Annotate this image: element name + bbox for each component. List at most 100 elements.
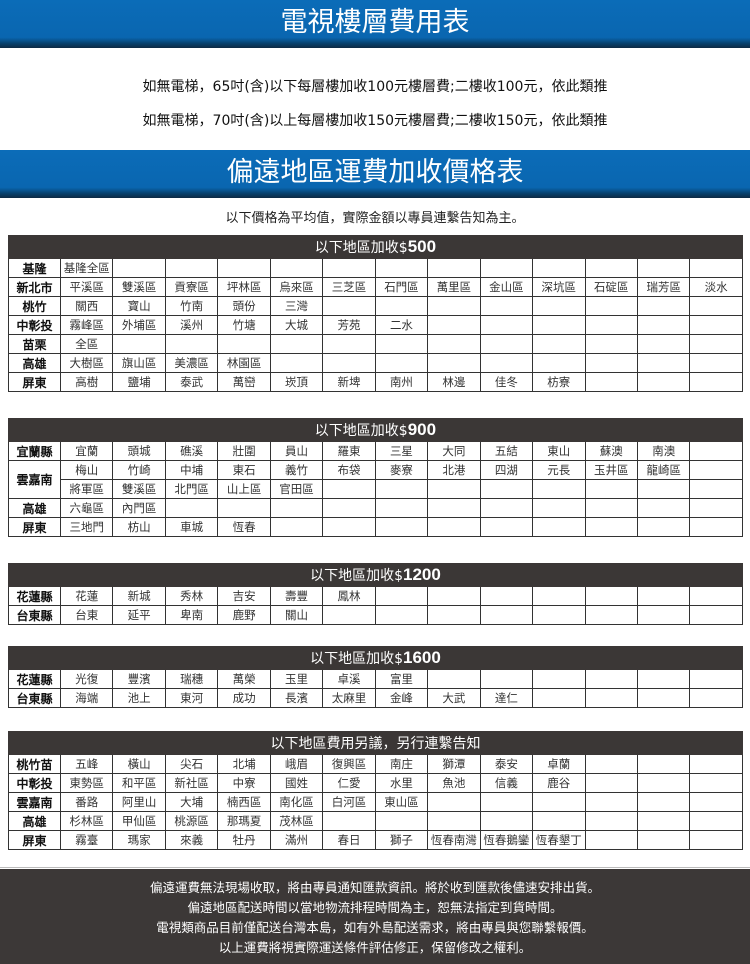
header-label: 以下地區加收$	[310, 568, 404, 584]
district-cell: 杉林區	[59, 811, 114, 831]
district-cell: 布袋	[322, 460, 376, 480]
district-cell: 大城	[269, 315, 324, 335]
region-label: 台東縣	[8, 688, 61, 708]
district-cell	[584, 353, 638, 373]
district-cell: 瑞芳區	[636, 277, 691, 297]
district-cell	[636, 669, 691, 689]
district-cell: 鹽埔	[112, 372, 166, 392]
district-cell: 茂林區	[269, 811, 324, 831]
district-cell	[584, 315, 638, 335]
district-cell	[164, 334, 219, 354]
district-cell	[374, 605, 429, 625]
district-cell: 北埔	[217, 754, 271, 774]
table-row: 中彰投 東勢區 和平區 新社區 中寮 國姓 仁愛 水里 魚池 信義 鹿谷	[8, 773, 744, 793]
district-cell: 寶山	[112, 296, 166, 316]
table-row: 台東縣 海端 池上 東河 成功 長濱 太麻里 金峰 大武 達仁	[8, 688, 743, 708]
district-cell	[584, 334, 638, 354]
district-cell: 新城	[112, 586, 166, 606]
district-cell: 長濱	[269, 688, 324, 708]
district-cell	[322, 517, 376, 537]
district-cell	[479, 811, 534, 831]
district-cell: 枋山	[112, 517, 166, 537]
district-cell: 四湖	[479, 460, 534, 480]
district-cell	[636, 334, 691, 354]
district-cell	[636, 258, 691, 278]
district-cell	[636, 605, 691, 625]
district-cell	[479, 479, 534, 499]
district-cell	[164, 258, 219, 278]
district-cell: 關山	[269, 605, 324, 625]
district-cell	[322, 479, 376, 499]
surcharge-900-table: 以下地區加收$900 宜蘭縣 宜蘭 頭城 礁溪 壯圍 員山 羅東 三星 大同 五結 東山 蘇澳 南澳 雲嘉南…	[8, 418, 743, 537]
district-cell: 美濃區	[164, 353, 219, 373]
district-cell	[374, 258, 429, 278]
region-label: 花蓮縣	[8, 586, 61, 606]
district-cell: 峨眉	[269, 754, 324, 774]
district-cell	[584, 258, 638, 278]
district-cell: 竹塘	[217, 315, 271, 335]
district-cell: 恆春南灣	[427, 830, 481, 850]
district-cell: 石碇區	[584, 277, 638, 297]
header-label: 以下地區加收$	[314, 240, 408, 256]
district-cell	[584, 605, 638, 625]
district-cell	[532, 792, 586, 812]
district-cell	[689, 517, 743, 537]
district-cell: 萬榮	[217, 669, 271, 689]
district-cell: 秀林	[164, 586, 219, 606]
district-cell: 宜蘭	[59, 441, 114, 461]
district-cell	[322, 498, 376, 518]
district-cell	[532, 296, 586, 316]
district-cell: 海端	[59, 688, 114, 708]
district-cell	[427, 296, 481, 316]
table-row: 宜蘭縣 宜蘭 頭城 礁溪 壯圍 員山 羅東 三星 大同 五結 東山 蘇澳 南澳	[8, 441, 743, 461]
district-cell: 金峰	[374, 688, 429, 708]
district-cell	[322, 811, 376, 831]
district-cell: 卓溪	[322, 669, 376, 689]
district-cell	[374, 479, 429, 499]
district-cell	[584, 586, 638, 606]
district-cell: 北港	[427, 460, 481, 480]
district-cell: 池上	[112, 688, 166, 708]
district-cell: 南澳	[636, 441, 691, 461]
district-cell	[584, 830, 638, 850]
district-cell: 頭城	[112, 441, 166, 461]
district-cell	[636, 773, 691, 793]
district-cell	[584, 754, 638, 774]
district-cell: 鹿谷	[532, 773, 586, 793]
district-cell	[217, 258, 271, 278]
district-cell: 竹崎	[112, 460, 166, 480]
district-cell	[479, 258, 534, 278]
district-cell	[689, 605, 743, 625]
district-cell: 羅東	[322, 441, 376, 461]
district-cell: 林邊	[427, 372, 481, 392]
header-label: 以下地區加收$	[310, 651, 404, 667]
table-row: 高雄 大樹區 旗山區 美濃區 林園區	[8, 353, 743, 373]
table-row: 屏東 霧臺 瑪家 來義 牡丹 滿州 春日 獅子 恆春南灣 恆春鵝鑾 恆春墾丁	[8, 830, 744, 850]
region-label: 雲嘉南	[8, 792, 61, 812]
district-cell: 龍崎區	[636, 460, 691, 480]
district-cell: 達仁	[479, 688, 534, 708]
district-cell: 桃源區	[164, 811, 219, 831]
district-cell: 台東	[59, 605, 114, 625]
district-cell: 梅山	[59, 460, 114, 480]
region-label: 中彰投	[8, 315, 61, 335]
district-cell: 三芝區	[322, 277, 376, 297]
district-cell: 淡水	[689, 277, 743, 297]
remote-fee-title-banner: 偏遠地區運費加收價格表	[0, 150, 750, 198]
district-cell	[584, 479, 638, 499]
district-cell	[584, 792, 638, 812]
district-cell	[322, 353, 376, 373]
district-cell: 光復	[59, 669, 114, 689]
floor-fee-title: 電視樓層費用表	[280, 7, 470, 38]
district-cell	[479, 353, 534, 373]
district-cell	[374, 334, 429, 354]
district-cell: 太麻里	[322, 688, 376, 708]
district-cell: 白河區	[322, 792, 376, 812]
region-label: 屏東	[8, 830, 61, 850]
district-cell	[427, 258, 481, 278]
table-row: 屏東 三地門 枋山 車城 恆春	[8, 517, 743, 537]
district-cell	[689, 688, 743, 708]
surcharge-amount: 900	[407, 420, 437, 439]
district-cell: 信義	[479, 773, 534, 793]
district-cell	[689, 498, 743, 518]
